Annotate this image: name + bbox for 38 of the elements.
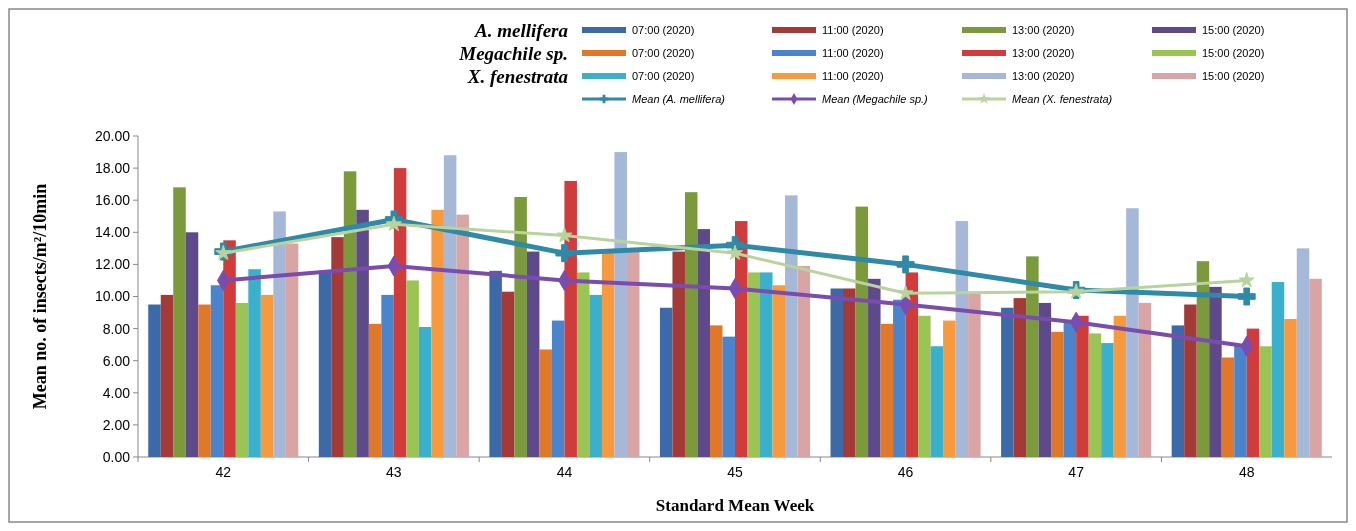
y-tick-label: 8.00 <box>102 320 131 337</box>
y-tick-label: 14.00 <box>94 224 131 241</box>
x-tick-label: 43 <box>386 464 402 480</box>
x-tick-label: 44 <box>556 464 573 480</box>
legend-label: 13:00 (2020) <box>1012 70 1075 82</box>
legend-label: 11:00 (2020) <box>822 70 884 82</box>
legend-label: 11:00 (2020) <box>822 24 884 36</box>
legend-label: 13:00 (2020) <box>1012 24 1075 36</box>
y-tick-label: 18.00 <box>94 160 131 176</box>
legend-label: 07:00 (2020) <box>632 70 695 82</box>
y-tick-label: 0.00 <box>102 448 131 465</box>
text: Megachile sp. <box>458 43 568 64</box>
x-tick-label: 45 <box>727 464 743 480</box>
y-tick-label: 16.00 <box>94 192 131 209</box>
legend-label: 13:00 (2020) <box>1012 47 1075 59</box>
x-tick-label: 47 <box>1068 464 1085 480</box>
y-tick-label: 20.00 <box>94 127 131 144</box>
text: A. mellifera <box>474 20 569 41</box>
legend-label: 15:00 (2020) <box>1202 24 1265 36</box>
text: X. fenestrata <box>466 66 569 87</box>
legend-label: 15:00 (2020) <box>1202 70 1265 82</box>
y-tick-label: 4.00 <box>102 384 131 401</box>
legend-label: 07:00 (2020) <box>632 24 695 36</box>
legend-label: Mean (A. mellifera) <box>632 93 726 105</box>
y-tick-label: 6.00 <box>102 352 131 369</box>
legend-label: 11:00 (2020) <box>822 47 884 59</box>
legend-label: 07:00 (2020) <box>632 47 695 59</box>
x-tick-label: 46 <box>897 464 914 480</box>
y-tick-label: 12.00 <box>94 256 131 273</box>
y-tick-label: 2.00 <box>102 416 131 433</box>
y-tick-label: 10.00 <box>94 288 131 305</box>
x-tick-label: 42 <box>215 464 232 480</box>
x-axis-title: Standard Mean Week <box>655 496 815 515</box>
x-tick-label: 48 <box>1238 464 1255 480</box>
y-axis-title: Mean no. of insects/m²/10min <box>30 183 50 410</box>
legend-label: 15:00 (2020) <box>1202 47 1265 59</box>
legend-label: Mean (X. fenestrata) <box>1012 93 1113 105</box>
legend-label: Mean (Megachile sp.) <box>822 93 929 105</box>
